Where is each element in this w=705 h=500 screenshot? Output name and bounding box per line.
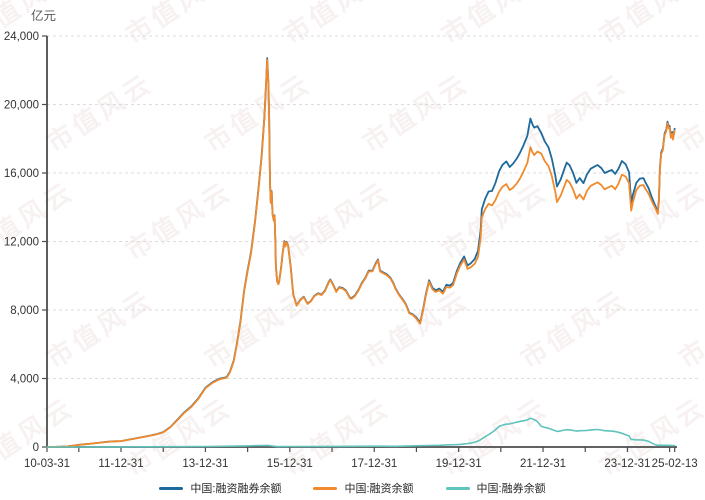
legend-item-0: 中国:融资融券余额 [159,480,281,496]
series-securities-lending [46,417,676,448]
x-tick-label: 25-02-13 [652,458,698,470]
x-tick-label: 15-12-31 [267,458,313,470]
x-tick-label: 19-12-31 [436,458,482,470]
x-tick-label: 17-12-31 [351,458,397,470]
series-financing [46,58,676,448]
y-tick-label: 20,000 [4,100,39,112]
y-tick-label: 4,000 [10,374,39,386]
x-tick-label: 11-12-31 [98,458,143,470]
x-tick-label: 10-03-31 [24,458,70,470]
y-axis-unit-label: 亿元 [31,9,57,23]
legend-line-swatch [445,486,470,490]
legend-item-1: 中国:融资余额 [313,480,414,496]
y-tick-label: 0 [33,442,39,454]
y-tick-label: 12,000 [4,237,39,249]
legend-line-swatch [313,486,338,490]
line-chart: 0 4,000 8,000 12,000 16,000 20,000 24,000 10-03… [4,31,699,470]
legend-label: 中国:融资融券余额 [190,483,282,495]
x-tick-label: 23-12-31 [604,458,650,470]
legend-line-swatch [159,486,184,490]
y-tick-label: 24,000 [4,31,39,43]
legend: 中国:融资融券余额 中国:融资余额 中国:融券余额 [0,477,705,499]
x-tick-label: 21-12-31 [520,458,566,470]
legend-item-2: 中国:融券余额 [445,480,546,496]
series-margin-total [46,57,676,448]
x-tick-label: 13-12-31 [182,458,228,470]
legend-label: 中国:融券余额 [476,483,546,495]
legend-label: 中国:融资余额 [344,483,414,495]
y-tick-label: 16,000 [4,168,39,180]
y-tick-label: 8,000 [10,305,39,317]
